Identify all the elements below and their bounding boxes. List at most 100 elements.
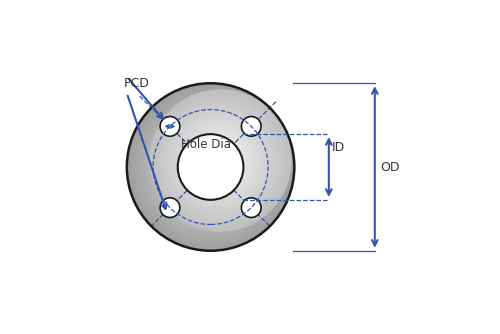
Circle shape [216,156,225,165]
Circle shape [170,111,270,210]
Circle shape [193,133,248,188]
Circle shape [160,117,261,217]
Circle shape [140,96,282,238]
Circle shape [204,144,237,177]
Circle shape [202,159,219,175]
Circle shape [155,111,266,223]
Circle shape [174,131,247,203]
Circle shape [212,152,228,169]
Circle shape [146,103,275,231]
Circle shape [177,134,244,200]
Circle shape [168,108,272,213]
Circle shape [154,94,287,227]
Circle shape [148,104,274,230]
Circle shape [180,120,261,201]
Circle shape [135,92,286,242]
Circle shape [136,93,284,241]
Circle shape [163,120,258,214]
Circle shape [166,122,256,212]
Circle shape [170,127,251,207]
Circle shape [166,106,275,215]
Circle shape [214,155,226,166]
Circle shape [179,119,262,202]
Circle shape [174,114,266,207]
Circle shape [158,98,284,223]
Circle shape [150,91,290,230]
Text: PCD: PCD [124,77,150,90]
Circle shape [176,115,266,205]
Circle shape [178,118,263,203]
Circle shape [242,198,261,217]
Circle shape [138,95,283,239]
Text: Hole Dia: Hole Dia [182,138,232,151]
Circle shape [160,198,180,217]
Circle shape [173,129,248,205]
Circle shape [160,117,180,136]
Circle shape [161,101,280,220]
Circle shape [190,146,232,188]
Circle shape [182,139,238,195]
Text: OD: OD [380,161,400,173]
Circle shape [205,161,216,173]
Circle shape [199,139,242,182]
Circle shape [176,117,264,204]
Circle shape [201,157,220,177]
Circle shape [185,125,256,196]
Circle shape [194,150,228,184]
Circle shape [198,154,223,180]
Circle shape [172,112,269,209]
Circle shape [159,115,262,219]
Circle shape [209,166,212,168]
Circle shape [202,143,238,178]
Circle shape [196,153,224,181]
Circle shape [195,152,226,182]
Circle shape [130,86,292,248]
Circle shape [220,159,222,162]
Circle shape [173,113,268,208]
Circle shape [178,134,244,200]
Circle shape [127,83,294,251]
Circle shape [186,126,255,195]
Circle shape [141,97,280,237]
Circle shape [188,128,252,192]
Circle shape [184,124,257,197]
Circle shape [132,89,289,245]
Circle shape [187,127,254,194]
Circle shape [200,140,240,181]
Circle shape [164,121,256,213]
Circle shape [176,132,246,202]
Circle shape [214,153,228,168]
Circle shape [208,147,234,173]
Circle shape [194,134,246,186]
Circle shape [149,89,292,231]
Circle shape [188,145,233,189]
Circle shape [145,102,276,232]
Circle shape [170,110,272,211]
Circle shape [191,131,250,190]
Circle shape [242,117,261,136]
Circle shape [131,88,290,246]
Circle shape [206,146,234,175]
Circle shape [208,164,214,170]
Circle shape [144,100,278,234]
Circle shape [180,136,242,198]
Circle shape [158,99,282,222]
Circle shape [192,149,228,185]
Circle shape [196,137,244,184]
Circle shape [168,124,254,210]
Circle shape [149,106,272,228]
Circle shape [158,114,264,220]
Circle shape [160,100,281,221]
Circle shape [150,107,270,227]
Circle shape [217,157,224,164]
Circle shape [196,136,246,185]
Circle shape [205,145,236,176]
Circle shape [184,141,237,193]
Circle shape [152,92,290,229]
Circle shape [167,107,274,214]
Circle shape [187,143,234,191]
Circle shape [152,108,269,226]
Circle shape [142,99,279,235]
Circle shape [186,142,236,192]
Circle shape [155,95,286,226]
